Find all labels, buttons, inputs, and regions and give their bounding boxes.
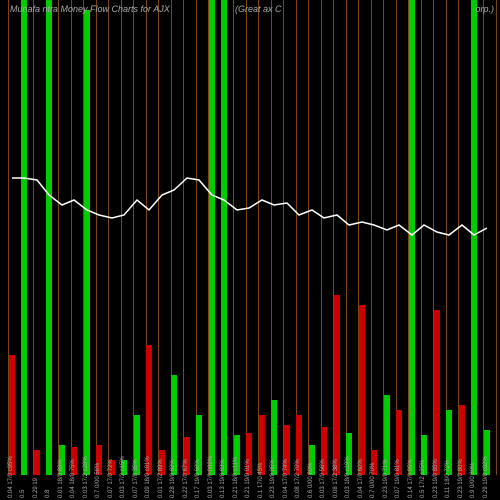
grid-line xyxy=(121,0,122,475)
x-axis-label: 0.22 17/0 67% xyxy=(183,459,189,498)
x-axis-label: 0.03 17/2 c28% xyxy=(83,456,89,498)
x-axis-label: 0.04 17/0 60% xyxy=(358,459,364,498)
x-axis-label: 0.03 17/0 56% xyxy=(320,459,326,498)
x-axis-label: 0.7 0/00 56% xyxy=(95,463,101,498)
volume-bar[interactable] xyxy=(334,295,340,475)
x-axis-label: 0.04 18/0 75% xyxy=(70,459,76,498)
x-axis-label: 0.03 18/0 c19% xyxy=(345,456,351,498)
x-axis-label: 0.07 19/0 81% xyxy=(395,459,401,498)
x-axis-label: 0.03 17/2 c15% xyxy=(120,456,126,498)
grid-line xyxy=(246,0,247,475)
grid-line xyxy=(108,0,109,475)
grid-line xyxy=(371,0,372,475)
grid-line xyxy=(71,0,72,475)
x-axis-label: 0.11 18/0 72% xyxy=(445,460,451,498)
x-axis-label: 0.23 19/0 71% xyxy=(383,459,389,498)
grid-line xyxy=(483,0,484,475)
x-axis-label: 0.6 0/00 80% xyxy=(308,463,314,498)
volume-bar[interactable] xyxy=(34,450,40,475)
x-axis-label: 0.21 19/0 01% xyxy=(245,459,251,498)
x-axis-label: 0.29 19/0 c02% xyxy=(483,456,489,498)
grid-line xyxy=(183,0,184,475)
x-axis-label: 0.08 17/2 36% xyxy=(333,459,339,498)
x-axis-label: 0.01 18/0 89% xyxy=(58,459,64,498)
grid-line xyxy=(496,0,497,475)
grid-line xyxy=(58,0,59,475)
grid-line xyxy=(346,0,347,475)
grid-line xyxy=(133,0,134,475)
grid-line xyxy=(421,0,422,475)
x-axis-label: 0.04 17/0 74% xyxy=(283,459,289,498)
grid-line xyxy=(233,0,234,475)
volume-bar[interactable] xyxy=(46,0,52,475)
volume-bar[interactable] xyxy=(21,0,27,475)
chart-container: 0.04 17/0 c95% 0.5 0.29 19 0.8 0.01 18/0 89%… xyxy=(0,0,500,500)
x-axis-label: 0.17 19/0 60% xyxy=(195,459,201,498)
volume-bar[interactable] xyxy=(409,0,415,475)
chart-title-left: Munafa ntra Money Flow Charts for AJX xyxy=(10,4,170,14)
grid-line xyxy=(158,0,159,475)
volume-bar[interactable] xyxy=(221,0,227,475)
grid-line xyxy=(296,0,297,475)
x-axis-label: 0.09 18/0 c01% xyxy=(145,456,151,498)
volume-bar[interactable] xyxy=(471,0,477,475)
grid-line xyxy=(308,0,309,475)
x-axis-label: 0.5 17/2 c25% xyxy=(420,460,426,498)
x-axis-label: 0.9 0/00 80% xyxy=(470,463,476,498)
x-axis-label: 0.28 19/0 82% xyxy=(170,459,176,498)
x-axis-label: 0.8 xyxy=(45,490,51,498)
x-axis-label: 0.01 17/2 89% xyxy=(158,459,164,498)
x-axis-label: 0.21 18/0 c11% xyxy=(233,457,239,498)
grid-line xyxy=(446,0,447,475)
x-axis-label: 0.03 17/0 089% xyxy=(208,456,214,498)
chart-title-mid: (Great ax C xyxy=(235,4,282,14)
volume-bar[interactable] xyxy=(359,305,365,475)
x-axis-label: 0.23 19/0 80% xyxy=(458,459,464,498)
x-axis-label: 0.07 17/0 72% xyxy=(108,459,114,498)
x-axis-label: 0.1 17/0 45% xyxy=(258,463,264,498)
x-axis-label: 0.23 19/0 85% xyxy=(433,459,439,498)
grid-line xyxy=(283,0,284,475)
volume-bar[interactable] xyxy=(209,0,215,475)
grid-line xyxy=(458,0,459,475)
x-axis-label: 0.14 17/0 95% xyxy=(408,459,414,498)
chart-area: 0.04 17/0 c95% 0.5 0.29 19 0.8 0.01 18/0 89%… xyxy=(0,0,500,500)
volume-bar[interactable] xyxy=(434,310,440,475)
x-axis-label: 0.04 17/0 c95% xyxy=(8,456,14,498)
x-axis-label: 0.29 19 xyxy=(33,478,39,498)
grid-line xyxy=(33,0,34,475)
grid-line xyxy=(196,0,197,475)
grid-line xyxy=(321,0,322,475)
grid-line xyxy=(258,0,259,475)
x-axis-label: 0.7 0/00 70% xyxy=(370,463,376,498)
x-axis-label: 0.5 xyxy=(20,490,26,498)
x-axis-label: 0.07 17/0 35% xyxy=(133,459,139,498)
grid-line xyxy=(396,0,397,475)
x-axis-label: 0.13 19/0 83% xyxy=(220,459,226,498)
x-axis-label: 0.23 19/0 85% xyxy=(270,459,276,498)
grid-line xyxy=(96,0,97,475)
volume-bar[interactable] xyxy=(84,10,90,475)
x-axis-label: 0.08 17/2 70% xyxy=(295,459,301,498)
chart-title-right: orp.) xyxy=(475,4,494,14)
